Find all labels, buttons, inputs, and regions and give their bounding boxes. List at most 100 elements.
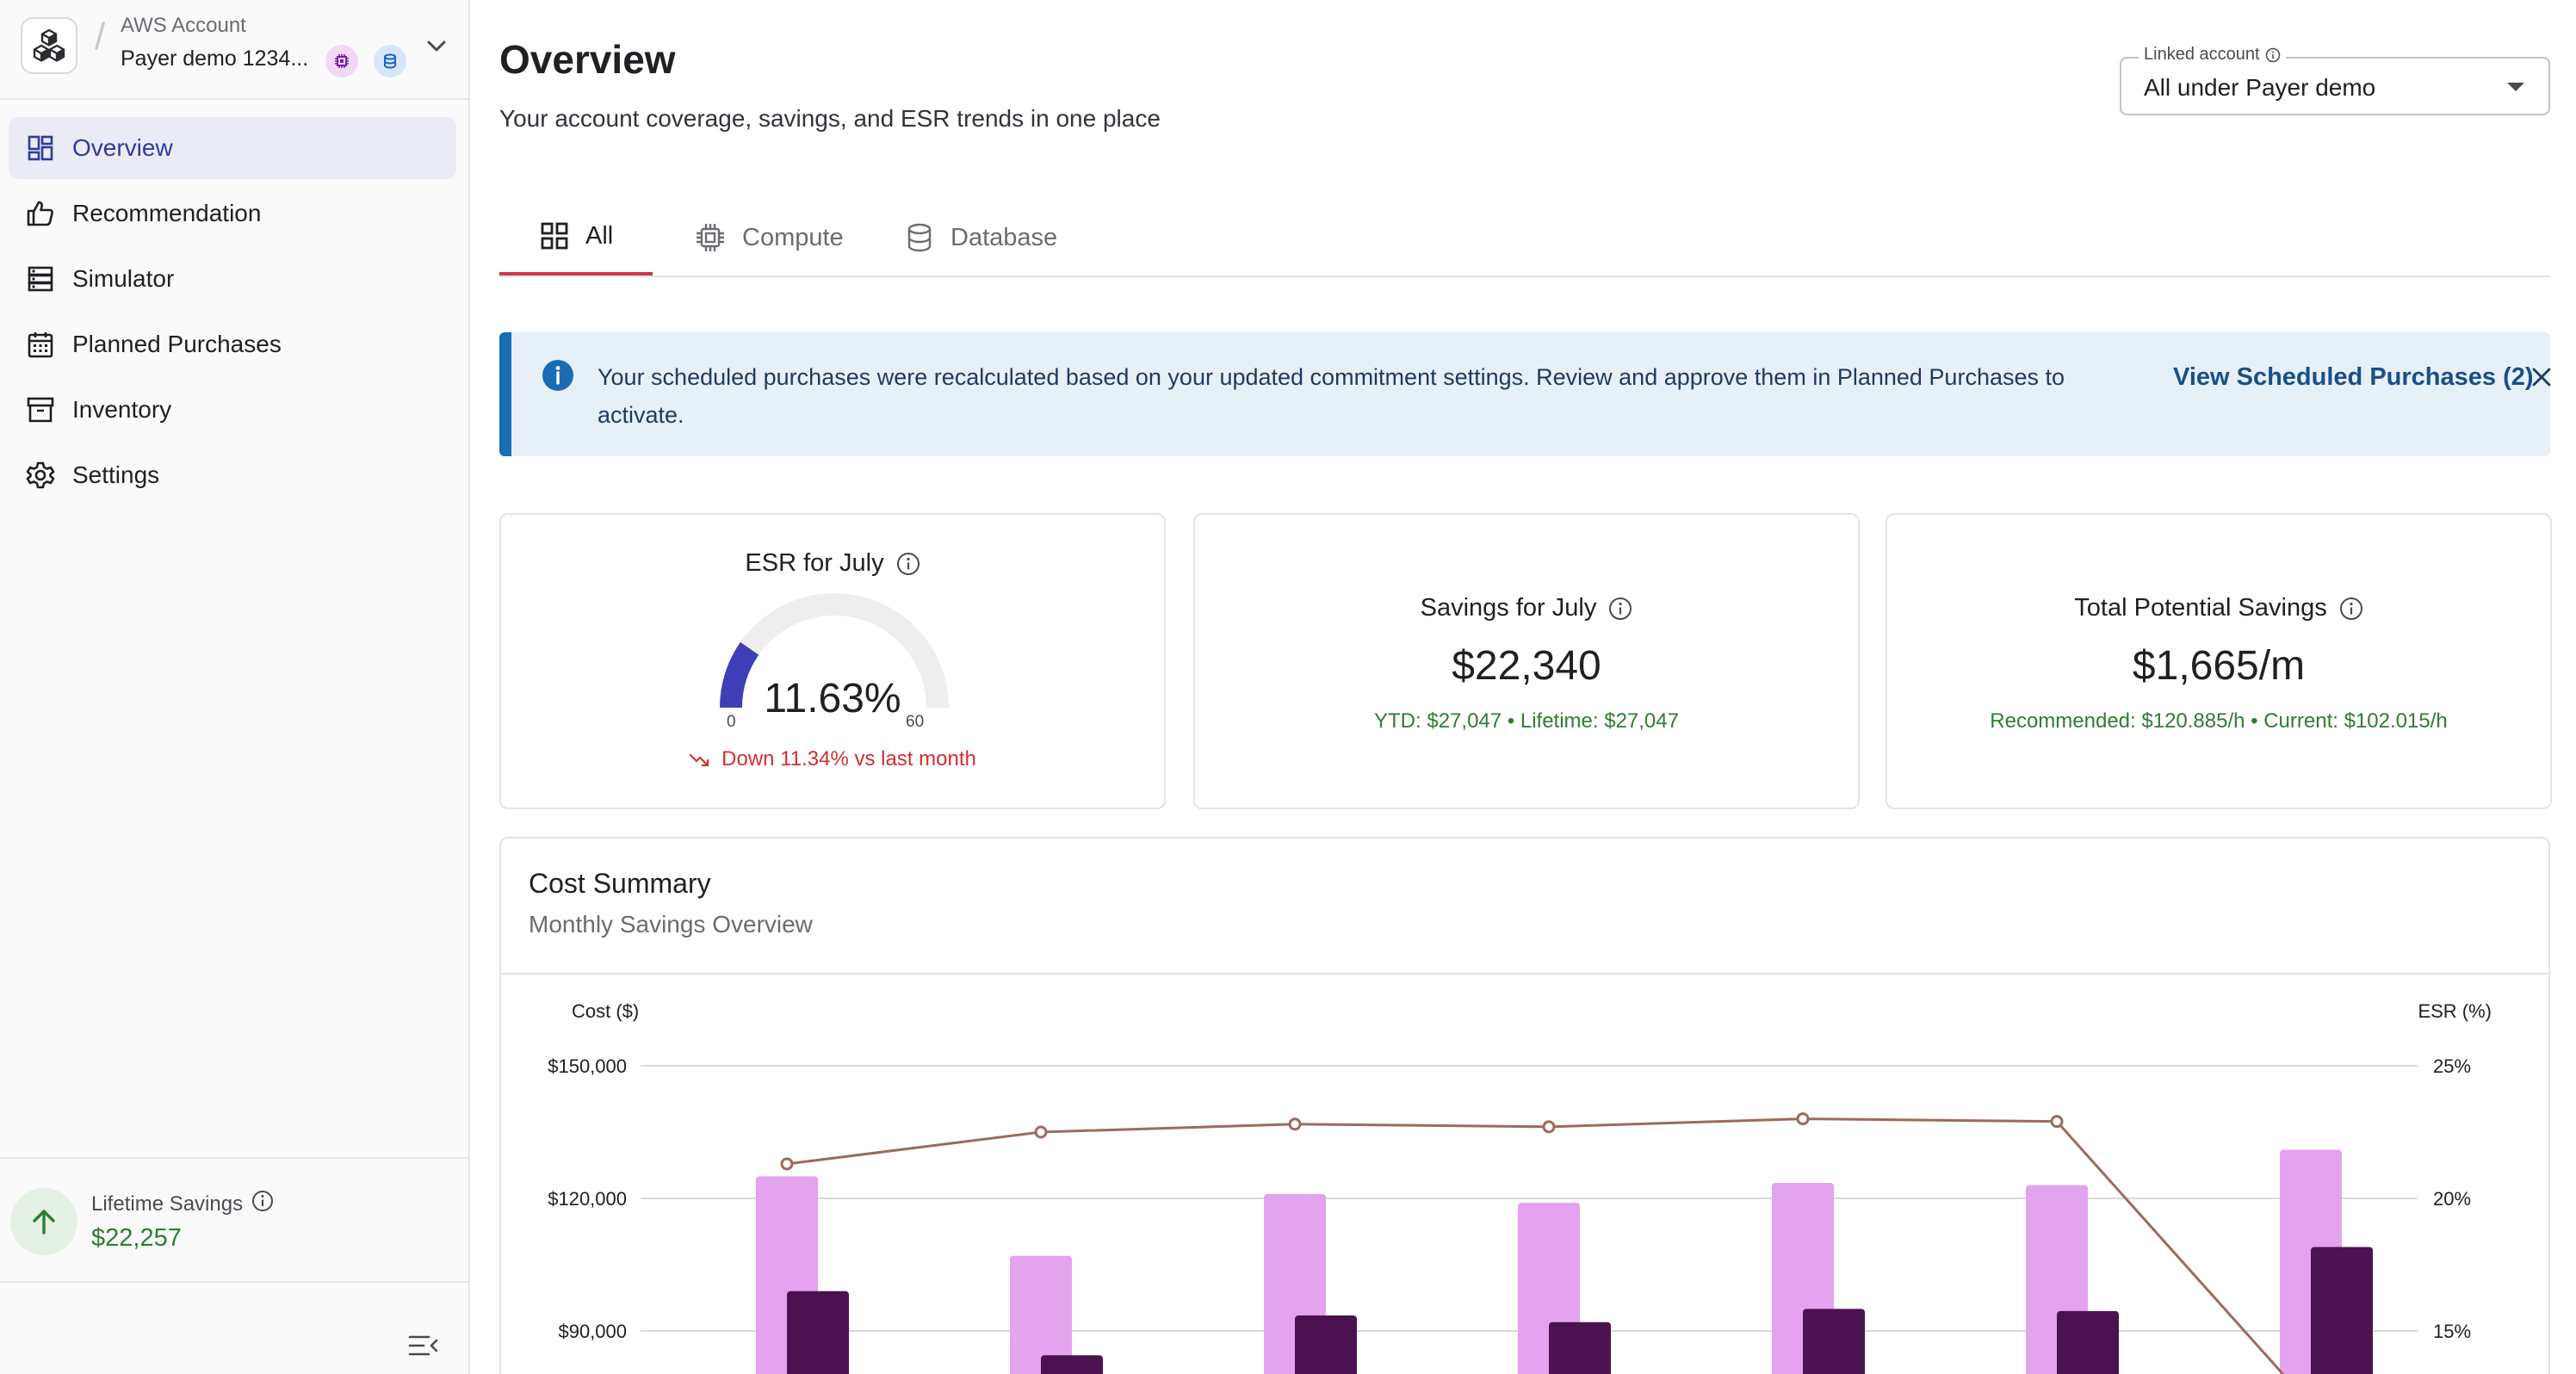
gauge-min-label: 0 <box>727 713 736 731</box>
savings-card-label: Savings for July <box>1420 594 1597 622</box>
y-tick-label: $90,000 <box>558 1321 627 1342</box>
aws-cubes-icon <box>21 17 77 74</box>
bar-dark[interactable] <box>1295 1315 1357 1374</box>
sidebar-item-inventory[interactable]: Inventory <box>9 379 456 441</box>
info-banner: Your scheduled purchases were recalculat… <box>499 332 2551 456</box>
bar-dark[interactable] <box>2057 1310 2119 1374</box>
sidebar-item-label: Overview <box>72 134 173 161</box>
close-icon[interactable] <box>2530 365 2554 393</box>
cost-summary-panel: Cost Summary Monthly Savings Overview Co… <box>499 837 2550 1374</box>
info-icon[interactable] <box>2339 597 2363 621</box>
y-tick-label: $150,000 <box>548 1055 627 1077</box>
potential-card-label: Total Potential Savings <box>2074 594 2327 622</box>
tab-label: Compute <box>742 223 844 251</box>
cost-chart: Cost ($) ESR (%) $150,000 25% $120,000 20% $90… <box>548 1000 2492 1374</box>
info-icon[interactable] <box>896 552 920 576</box>
cost-summary-title: Cost Summary <box>529 868 711 899</box>
tab-label: Database <box>951 223 1058 251</box>
tab-database[interactable]: Database <box>864 200 1097 275</box>
esr-value: 11.63% <box>764 676 901 721</box>
divider-slash: / <box>95 15 106 58</box>
esr-trend: Down 11.34% vs last month <box>501 747 1164 771</box>
linked-account-value: All under Payer demo <box>2144 74 2376 101</box>
sidebar-item-settings[interactable]: Settings <box>9 444 456 506</box>
compute-chip-icon <box>325 45 358 77</box>
sidebar-item-label: Settings <box>72 461 160 488</box>
thumbs-up-icon <box>24 197 57 230</box>
potential-sub: Recommended: $120.885/h • Current: $102.… <box>1990 709 2448 733</box>
sidebar-item-simulator[interactable]: Simulator <box>9 248 456 310</box>
view-scheduled-purchases-button[interactable]: View Scheduled Purchases (2) <box>2173 363 2534 391</box>
y2-tick-label: 15% <box>2433 1321 2471 1342</box>
linked-account-select[interactable]: Linked account All under Payer demo <box>2120 45 2550 115</box>
sidebar-item-recommendation[interactable]: Recommendation <box>9 183 456 244</box>
esr-card-header: ESR for July <box>501 549 1164 578</box>
sidebar-item-label: Simulator <box>72 265 175 292</box>
y2-axis-title: ESR (%) <box>2418 1000 2492 1022</box>
grid-icon <box>541 222 568 250</box>
trending-down-icon <box>690 753 709 767</box>
gear-icon <box>24 459 57 492</box>
tab-all[interactable]: All <box>499 200 653 275</box>
savings-value: $22,340 <box>1452 643 1601 689</box>
tab-compute[interactable]: Compute <box>654 200 883 275</box>
sidebar-item-label: Inventory <box>72 396 172 423</box>
chip-icon <box>697 224 724 251</box>
gauge-fill <box>720 641 759 709</box>
category-tabs: All Compute Database <box>499 200 2550 277</box>
esr-point[interactable] <box>780 1157 794 1171</box>
savings-sub: YTD: $27,047 • Lifetime: $27,047 <box>1374 709 1679 733</box>
database-chip-icon <box>374 45 406 77</box>
sidebar-item-planned-purchases[interactable]: Planned Purchases <box>9 313 456 375</box>
linked-account-label: Linked account <box>2139 45 2286 65</box>
bar-light[interactable] <box>1010 1255 1072 1374</box>
bar-dark[interactable] <box>1549 1321 1611 1374</box>
arrow-up-icon <box>10 1188 77 1255</box>
archive-icon <box>24 393 57 426</box>
sidebar-nav: Overview Recommendation Simulator Planne… <box>9 117 456 510</box>
lifetime-savings-value: $22,257 <box>91 1224 182 1252</box>
sidebar-item-label: Recommendation <box>72 200 262 226</box>
y2-tick-label: 20% <box>2433 1188 2471 1210</box>
cost-summary-subtitle: Monthly Savings Overview <box>529 911 813 938</box>
calendar-icon <box>24 328 57 361</box>
info-icon[interactable] <box>2265 47 2281 63</box>
cost-summary-header: Cost Summary Monthly Savings Overview <box>501 839 2548 975</box>
esr-gauge <box>720 593 949 709</box>
info-icon[interactable] <box>1608 597 1632 621</box>
bar-dark[interactable] <box>2311 1247 2373 1374</box>
savings-card: Savings for July $22,340 YTD: $27,047 • … <box>1193 513 1860 809</box>
info-filled-icon <box>541 358 575 397</box>
bar-dark[interactable] <box>1041 1355 1103 1374</box>
potential-savings-card: Total Potential Savings $1,665/m Recomme… <box>1886 513 2552 809</box>
sidebar-item-overview[interactable]: Overview <box>9 117 456 179</box>
page-subtitle: Your account coverage, savings, and ESR … <box>499 105 1161 132</box>
sidebar-item-label: Planned Purchases <box>72 331 282 357</box>
savings-card-header: Savings for July <box>1195 594 1858 622</box>
account-type: AWS Account <box>121 14 246 37</box>
esr-point[interactable] <box>2050 1115 2064 1129</box>
bar-dark[interactable] <box>1803 1309 1865 1374</box>
tab-label: All <box>585 221 614 250</box>
esr-point[interactable] <box>1796 1112 1810 1126</box>
esr-point[interactable] <box>1034 1125 1048 1139</box>
database-icon <box>907 223 932 252</box>
info-icon[interactable] <box>251 1190 274 1218</box>
banner-message: Your scheduled purchases were recalculat… <box>598 364 2065 428</box>
page-title: Overview <box>499 37 676 82</box>
collapse-sidebar-icon[interactable] <box>408 1333 439 1363</box>
esr-point[interactable] <box>1542 1120 1556 1134</box>
gauge-max-label: 60 <box>906 713 925 731</box>
account-switcher[interactable]: / AWS Account Payer demo 1234... <box>0 0 468 100</box>
account-name: Payer demo 1234... <box>121 46 309 71</box>
y2-tick-label: 25% <box>2433 1055 2471 1077</box>
lifetime-savings-text: Lifetime Savings <box>91 1191 244 1216</box>
esr-trend-text: Down 11.34% vs last month <box>721 747 976 771</box>
main-content: Overview Your account coverage, savings,… <box>470 0 2576 1374</box>
chevron-down-icon[interactable] <box>424 33 449 63</box>
bar-dark[interactable] <box>787 1290 849 1374</box>
lifetime-savings: Lifetime Savings $22,257 <box>0 1157 468 1283</box>
sidebar: / AWS Account Payer demo 1234... Overvie… <box>0 0 470 1374</box>
linked-account-label-text: Linked account <box>2144 45 2260 64</box>
esr-point[interactable] <box>1288 1117 1302 1131</box>
